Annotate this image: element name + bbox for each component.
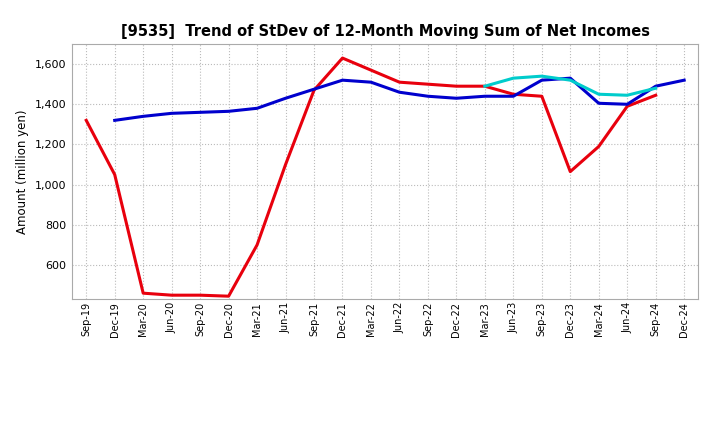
3 Years	[167, 293, 176, 298]
3 Years	[537, 94, 546, 99]
5 Years	[480, 94, 489, 99]
3 Years	[652, 92, 660, 98]
3 Years	[110, 172, 119, 177]
5 Years	[395, 90, 404, 95]
3 Years	[509, 92, 518, 97]
5 Years	[652, 84, 660, 89]
7 Years	[509, 76, 518, 81]
3 Years	[225, 293, 233, 299]
5 Years	[225, 109, 233, 114]
3 Years	[480, 84, 489, 89]
5 Years	[452, 95, 461, 101]
7 Years	[595, 92, 603, 97]
3 Years	[139, 290, 148, 296]
5 Years	[566, 76, 575, 81]
7 Years	[652, 85, 660, 91]
3 Years	[423, 81, 432, 87]
7 Years	[566, 77, 575, 83]
Line: 7 Years: 7 Years	[485, 76, 656, 95]
Y-axis label: Amount (million yen): Amount (million yen)	[17, 110, 30, 234]
5 Years	[167, 111, 176, 116]
5 Years	[110, 118, 119, 123]
3 Years	[82, 118, 91, 123]
3 Years	[595, 144, 603, 149]
7 Years	[537, 73, 546, 79]
7 Years	[480, 84, 489, 89]
3 Years	[452, 84, 461, 89]
5 Years	[423, 94, 432, 99]
3 Years	[253, 242, 261, 248]
3 Years	[196, 293, 204, 298]
5 Years	[623, 102, 631, 107]
5 Years	[366, 80, 375, 85]
5 Years	[139, 114, 148, 119]
5 Years	[196, 110, 204, 115]
3 Years	[310, 88, 318, 93]
3 Years	[338, 55, 347, 61]
5 Years	[253, 106, 261, 111]
Line: 3 Years: 3 Years	[86, 58, 656, 296]
3 Years	[366, 67, 375, 73]
3 Years	[566, 169, 575, 174]
3 Years	[623, 104, 631, 109]
5 Years	[509, 94, 518, 99]
5 Years	[282, 95, 290, 101]
Title: [9535]  Trend of StDev of 12-Month Moving Sum of Net Incomes: [9535] Trend of StDev of 12-Month Moving…	[121, 24, 649, 39]
5 Years	[680, 77, 688, 83]
3 Years	[395, 80, 404, 85]
7 Years	[623, 92, 631, 98]
Line: 5 Years: 5 Years	[114, 78, 684, 121]
Legend: 3 Years, 5 Years, 7 Years: 3 Years, 5 Years, 7 Years	[238, 438, 533, 440]
5 Years	[310, 87, 318, 92]
5 Years	[338, 77, 347, 83]
5 Years	[595, 101, 603, 106]
5 Years	[537, 77, 546, 83]
3 Years	[282, 162, 290, 167]
